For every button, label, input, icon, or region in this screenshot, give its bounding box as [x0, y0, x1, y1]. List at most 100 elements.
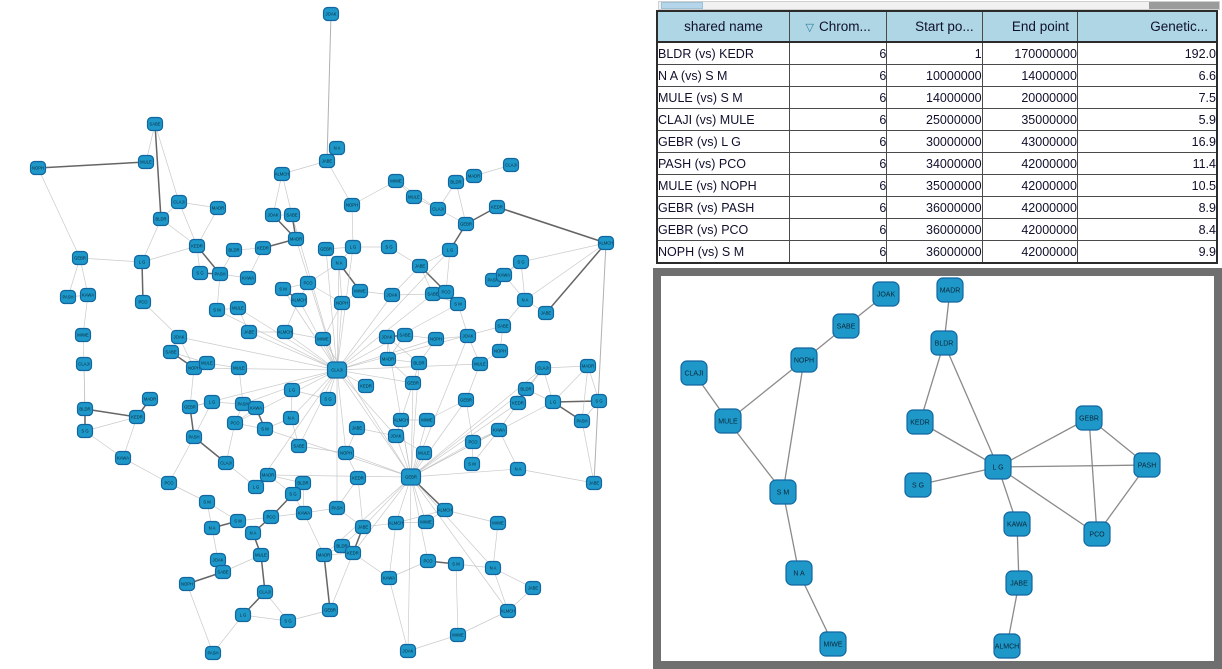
network-node-madr[interactable]: MADR	[936, 277, 964, 303]
table-row[interactable]: NOPH (vs) S M 6 36000000 42000000 9.9	[656, 240, 1218, 264]
network-node[interactable]: JABE	[537, 305, 555, 321]
network-node[interactable]: CLAJI	[429, 201, 447, 217]
network-node[interactable]: PCO	[160, 475, 178, 491]
network-node-noph[interactable]: NOPH	[790, 347, 818, 373]
network-node[interactable]: N A	[203, 520, 221, 536]
network-node[interactable]: JOAK	[209, 552, 227, 568]
network-node[interactable]: SABE	[494, 318, 512, 334]
network-node[interactable]: KAWA	[114, 450, 132, 466]
network-node[interactable]: MULE	[230, 360, 248, 376]
network-node[interactable]: N A	[330, 255, 348, 271]
table-cell[interactable]: 6	[788, 86, 888, 109]
network-node[interactable]: N A	[484, 560, 502, 576]
network-node[interactable]: MIWE	[351, 283, 369, 299]
network-node[interactable]: PASH	[328, 500, 346, 516]
network-node[interactable]: SABE	[162, 344, 180, 360]
network-node-l-g[interactable]: L G	[984, 454, 1012, 480]
network-node[interactable]: JOAK	[387, 428, 405, 444]
network-node[interactable]: PCO	[299, 275, 317, 291]
table-cell[interactable]: 7.5	[1076, 86, 1218, 109]
table-cell[interactable]: 9.9	[1076, 240, 1218, 264]
table-cell[interactable]: 16.9	[1076, 130, 1218, 153]
network-node[interactable]: CLAJI	[170, 194, 188, 210]
table-row[interactable]: N A (vs) S M 6 10000000 14000000 6.6	[656, 64, 1218, 87]
table-cell[interactable]: 36000000	[886, 240, 983, 264]
table-cell[interactable]: 42000000	[981, 174, 1078, 197]
network-node-jabe[interactable]: JABE	[1005, 570, 1033, 596]
network-node-kedr[interactable]: KEDR	[906, 409, 934, 435]
column-header-4[interactable]: Genetic...	[1076, 10, 1218, 43]
network-node[interactable]: MADR	[465, 168, 483, 184]
network-node-n-a[interactable]: N A	[785, 560, 813, 586]
network-node[interactable]: MADR	[315, 547, 333, 563]
table-cell[interactable]: PASH (vs) PCO	[656, 152, 790, 175]
table-row[interactable]: BLDR (vs) KEDR 6 1 170000000 192.0	[656, 41, 1218, 65]
table-cell[interactable]: 6	[788, 152, 888, 175]
network-node[interactable]: BLDR	[152, 211, 170, 227]
table-cell[interactable]: 34000000	[886, 152, 983, 175]
network-node[interactable]: KAWA	[495, 267, 513, 283]
network-node[interactable]: JOAK	[264, 207, 282, 223]
network-node[interactable]: S M	[447, 556, 465, 572]
network-node[interactable]: JOAK	[459, 328, 477, 344]
network-node[interactable]: CLAJI	[326, 361, 348, 379]
network-node[interactable]: KAWA	[380, 570, 398, 586]
network-node[interactable]: ALMCH	[597, 235, 615, 251]
network-node[interactable]: JOAK	[383, 287, 401, 303]
network-node[interactable]: S M	[229, 513, 247, 529]
table-cell[interactable]: 36000000	[886, 196, 983, 219]
network-node[interactable]: CLAJI	[534, 360, 552, 376]
network-node-bldr[interactable]: BLDR	[930, 330, 958, 356]
network-node-sabe[interactable]: SABE	[832, 313, 860, 339]
network-node[interactable]: PASH	[234, 396, 252, 412]
network-node[interactable]: BLDR	[517, 381, 535, 397]
network-node[interactable]: KEDR	[488, 199, 506, 215]
network-node[interactable]: S M	[274, 281, 292, 297]
network-node[interactable]: L G	[344, 239, 362, 255]
network-node[interactable]: KEDR	[344, 545, 362, 561]
network-node[interactable]: ALMCH	[499, 603, 517, 619]
network-node-kawa[interactable]: KAWA	[1003, 511, 1031, 537]
table-cell[interactable]: 42000000	[981, 196, 1078, 219]
column-header-1[interactable]: ▽ Chrom...	[788, 10, 888, 43]
network-node[interactable]: MADR	[141, 391, 159, 407]
network-node[interactable]: MULE	[415, 445, 433, 461]
network-node[interactable]: KAWA	[490, 422, 508, 438]
network-node[interactable]: CLAJI	[502, 157, 520, 173]
table-row[interactable]: MULE (vs) S M 6 14000000 20000000 7.5	[656, 86, 1218, 109]
network-node[interactable]: BLDR	[410, 355, 428, 371]
network-node[interactable]: BLDR	[447, 174, 465, 190]
table-cell[interactable]: 10.5	[1076, 174, 1218, 197]
network-node[interactable]: MADR	[379, 351, 397, 367]
network-node[interactable]: SABE	[290, 438, 308, 454]
network-node[interactable]: MIWE	[417, 514, 435, 530]
network-node[interactable]: JABE	[318, 153, 336, 169]
column-header-3[interactable]: End point	[981, 10, 1078, 43]
table-cell[interactable]: 14000000	[981, 64, 1078, 87]
network-node[interactable]: N A	[509, 461, 527, 477]
network-node[interactable]: NOPH	[427, 331, 445, 347]
network-node[interactable]: JOAK	[170, 329, 188, 345]
network-node[interactable]: MIWE	[74, 327, 92, 343]
table-cell[interactable]: MULE (vs) S M	[656, 86, 790, 109]
network-node[interactable]: ALMCH	[273, 166, 291, 182]
network-node[interactable]: GEBR	[404, 375, 422, 391]
network-node[interactable]: S M	[463, 456, 481, 472]
column-header-2[interactable]: Start po...	[886, 10, 983, 43]
table-cell[interactable]: GEBR (vs) PASH	[656, 196, 790, 219]
table-row[interactable]: GEBR (vs) PCO 6 36000000 42000000 8.4	[656, 218, 1218, 241]
network-node[interactable]: N A	[328, 140, 346, 156]
network-node[interactable]: KEDR	[349, 470, 367, 486]
network-node[interactable]: ALMCH	[387, 515, 405, 531]
network-node-joak[interactable]: JOAK	[872, 281, 900, 307]
network-node-almch[interactable]: ALMCH	[993, 633, 1021, 659]
table-cell[interactable]: 20000000	[981, 86, 1078, 109]
network-node[interactable]: MADR	[287, 231, 305, 247]
table-cell[interactable]: N A (vs) S M	[656, 64, 790, 87]
network-node[interactable]: JABE	[411, 258, 429, 274]
network-node[interactable]: KAWA	[295, 505, 313, 521]
table-cell[interactable]: 42000000	[981, 152, 1078, 175]
network-node[interactable]: MIWE	[314, 331, 332, 347]
network-node[interactable]: ALMCH	[392, 412, 410, 428]
